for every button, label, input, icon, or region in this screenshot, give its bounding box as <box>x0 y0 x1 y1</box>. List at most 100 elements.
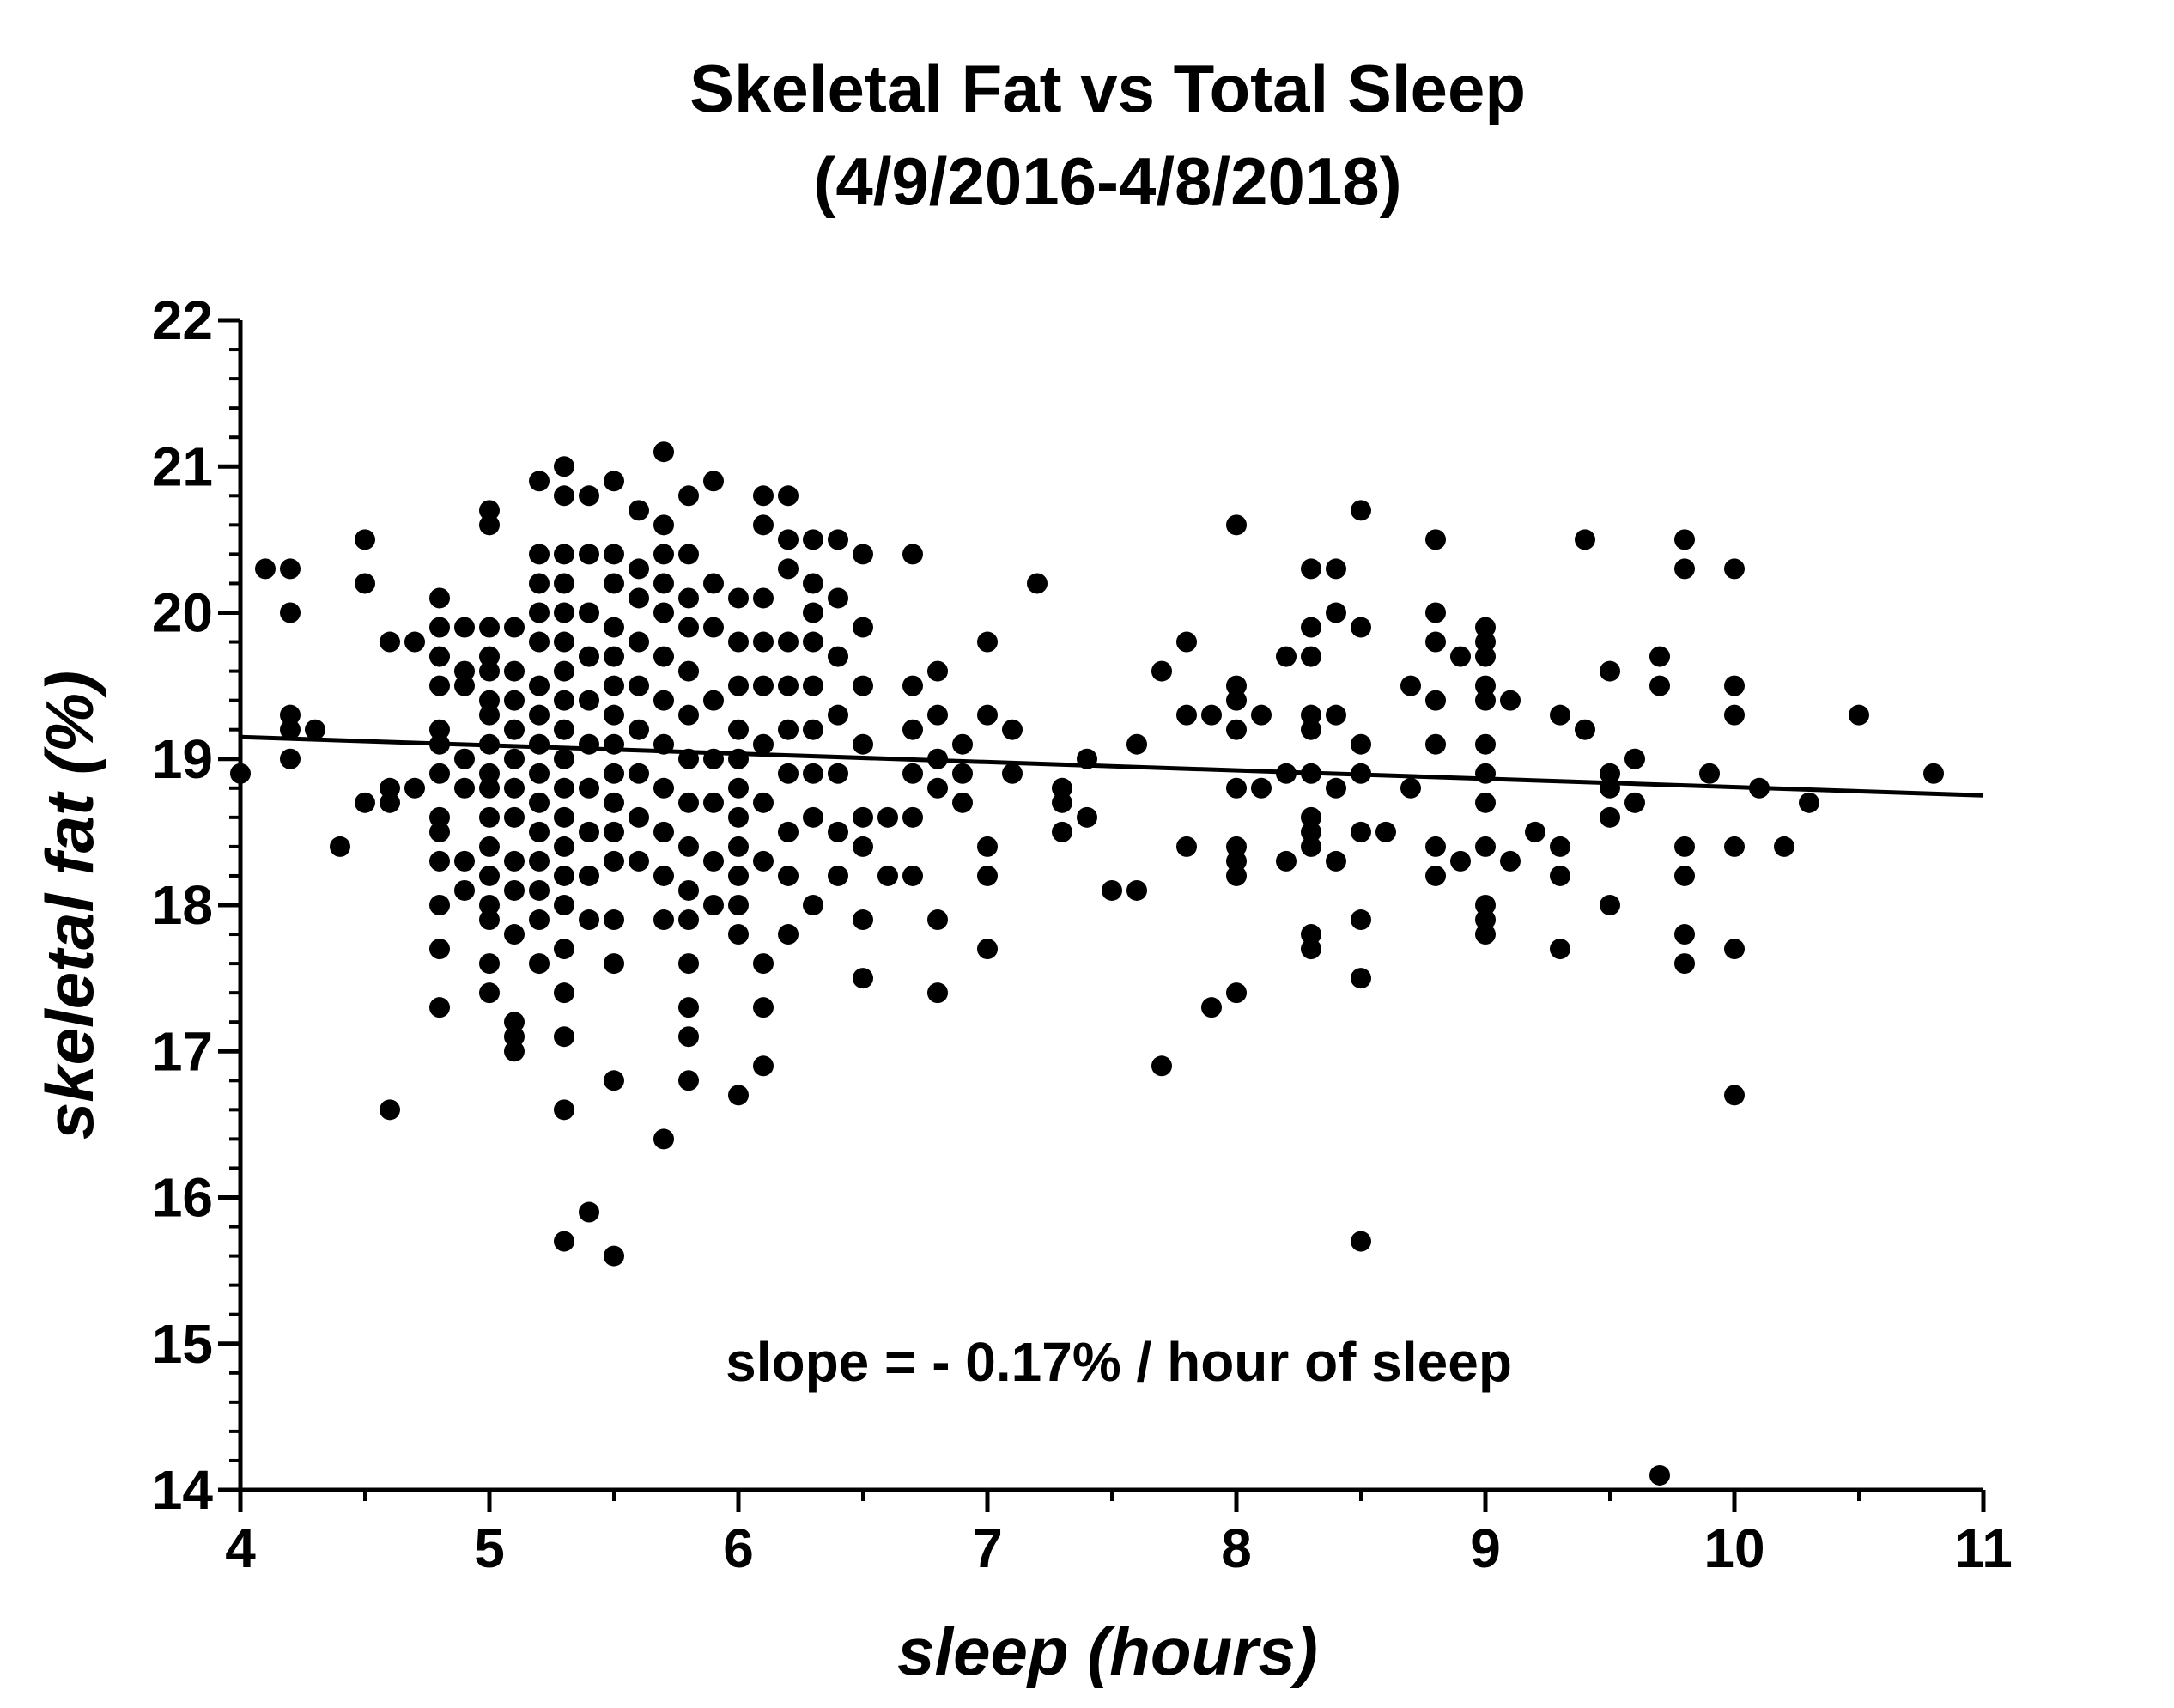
x-tick-label: 10 <box>1703 1517 1764 1579</box>
data-point <box>828 529 848 550</box>
data-point <box>653 777 674 799</box>
data-point <box>1674 836 1695 857</box>
data-point <box>1326 704 1346 726</box>
data-point <box>803 631 823 653</box>
data-point <box>1351 733 1371 755</box>
data-point <box>504 777 525 799</box>
data-point <box>877 806 898 828</box>
data-point <box>355 792 375 813</box>
data-point <box>1226 690 1247 711</box>
data-point <box>429 895 450 915</box>
data-point <box>504 806 525 828</box>
data-point <box>604 909 624 931</box>
data-point <box>529 879 550 901</box>
data-point <box>653 690 674 711</box>
data-point <box>778 485 799 507</box>
data-point <box>380 792 400 813</box>
data-point <box>479 500 500 521</box>
data-point <box>504 924 525 945</box>
data-point <box>927 982 948 1004</box>
data-point <box>1600 806 1620 828</box>
data-point <box>1226 982 1247 1004</box>
data-point <box>728 631 749 653</box>
regression-line <box>240 734 1984 798</box>
slope-annotation: slope = - 0.17% / hour of sleep <box>726 1331 1512 1393</box>
data-point <box>604 573 624 594</box>
data-point <box>1475 646 1496 667</box>
chart-subtitle: (4/9/2016-4/8/2018) <box>813 143 1401 219</box>
data-point <box>828 646 848 667</box>
data-point <box>977 939 998 960</box>
data-point <box>1923 763 1944 784</box>
data-point <box>454 660 475 682</box>
data-point <box>678 617 699 638</box>
data-point <box>1425 865 1446 886</box>
data-point <box>753 587 774 609</box>
data-point <box>554 602 574 623</box>
data-point <box>429 806 450 828</box>
data-point <box>1450 850 1471 872</box>
data-point <box>1226 836 1247 857</box>
data-point <box>1450 646 1471 667</box>
data-point <box>653 646 674 667</box>
data-point <box>554 982 574 1004</box>
data-point <box>604 733 624 755</box>
data-point <box>1649 1464 1670 1486</box>
data-point <box>1674 558 1695 580</box>
data-point <box>280 704 301 726</box>
data-point <box>429 939 450 960</box>
data-point <box>429 821 450 842</box>
y-tick-label: 18 <box>152 874 213 936</box>
data-point <box>753 631 774 653</box>
data-point <box>604 821 624 842</box>
data-point <box>629 675 649 696</box>
data-point <box>604 792 624 813</box>
data-point <box>1475 675 1496 696</box>
data-point <box>1550 836 1570 857</box>
data-point <box>753 514 774 536</box>
data-point <box>977 704 998 726</box>
data-point <box>529 602 550 623</box>
data-point <box>1301 924 1321 945</box>
data-point <box>753 675 774 696</box>
data-point <box>678 660 699 682</box>
data-point <box>653 441 674 463</box>
data-point <box>1176 704 1197 726</box>
data-point <box>629 850 649 872</box>
data-point <box>1301 719 1321 740</box>
data-point <box>479 777 500 799</box>
data-point <box>1326 777 1346 799</box>
data-point <box>604 704 624 726</box>
data-point <box>604 1070 624 1091</box>
data-point <box>1226 675 1247 696</box>
data-point <box>803 602 823 623</box>
data-point <box>629 763 649 784</box>
axes <box>238 320 1983 1492</box>
data-point <box>604 675 624 696</box>
data-point <box>902 544 923 565</box>
data-point <box>678 587 699 609</box>
x-tick-label: 11 <box>1954 1517 2013 1579</box>
data-point <box>1301 617 1321 638</box>
data-point <box>554 836 574 857</box>
data-point <box>579 690 599 711</box>
data-point <box>479 690 500 711</box>
data-point <box>927 909 948 931</box>
data-point <box>1276 646 1297 667</box>
data-point <box>579 544 599 565</box>
data-point <box>554 1099 574 1121</box>
data-point <box>1475 836 1496 857</box>
data-point <box>479 617 500 638</box>
data-point <box>355 573 375 594</box>
data-point <box>529 763 550 784</box>
data-point <box>1126 733 1147 755</box>
data-point <box>1301 836 1321 857</box>
data-point <box>728 777 749 799</box>
data-point <box>1276 763 1297 784</box>
data-point <box>1002 763 1023 784</box>
data-point <box>1724 939 1745 960</box>
data-point <box>1425 602 1446 623</box>
data-point <box>678 879 699 901</box>
data-point <box>753 1055 774 1077</box>
data-point <box>778 719 799 740</box>
